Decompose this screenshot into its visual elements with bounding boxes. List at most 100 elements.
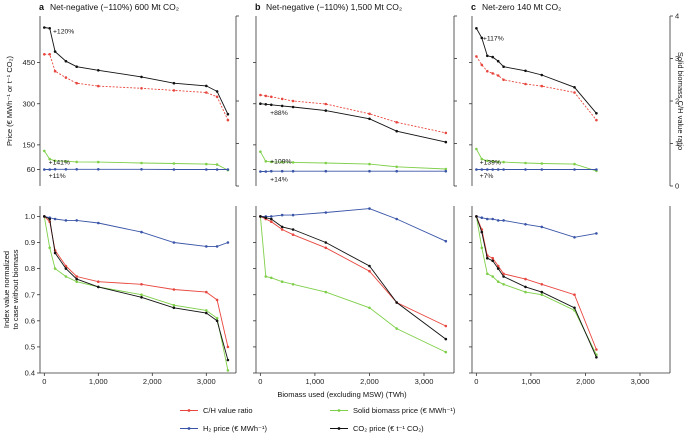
top-co2-point	[595, 112, 598, 115]
right-y-axis-title: Solid biomass C/H value ratio	[676, 52, 685, 150]
bottom-co2-point	[540, 290, 544, 294]
bottom-co2-point	[368, 264, 371, 268]
bottom-ch-line-a	[43, 216, 229, 348]
bottom-ch-point	[368, 269, 371, 273]
top-co2-point	[486, 54, 489, 58]
bottom-solid-point	[502, 283, 505, 286]
bottom-co2-point	[48, 217, 51, 221]
annotation: +14%	[270, 176, 288, 183]
bottom-solid-point	[444, 350, 448, 354]
legend-label-ch: C/H value ratio	[203, 406, 253, 415]
panel-letter-a: a	[39, 2, 45, 12]
bottom-co2-point	[172, 306, 176, 310]
bottom-solid-point	[270, 276, 273, 280]
top-h2-point	[291, 169, 295, 173]
bottom-solid-point	[215, 316, 219, 320]
bottom-ch-point	[172, 288, 176, 291]
top-co2-point	[502, 65, 505, 68]
legend-marker-h2	[187, 427, 191, 430]
bottom-co2-point	[573, 306, 576, 310]
bottom-ch-point	[140, 283, 143, 286]
top-ch-point	[64, 76, 68, 79]
top-solid-line-a	[43, 150, 229, 171]
top-ch-point	[573, 91, 576, 94]
bottom-ch-point	[491, 256, 495, 260]
top-h2-point	[540, 168, 544, 171]
bottom-co2-point	[524, 285, 527, 289]
legend-marker-solid	[337, 409, 341, 412]
bottom-h2-point	[395, 217, 399, 221]
top-h2-point	[324, 169, 328, 173]
top-ch-point	[75, 81, 78, 85]
bottom-co2-point	[43, 215, 46, 218]
bottom-solid-point	[172, 303, 176, 307]
top-h2-point	[280, 169, 284, 173]
series-layer	[43, 26, 598, 372]
bottom-solid-line-a	[43, 216, 229, 371]
bottom-h2-point	[540, 225, 544, 229]
top-solid-point	[140, 161, 143, 165]
top-ytick-label: 450	[22, 58, 35, 67]
top-h2-point	[502, 168, 505, 171]
top-ch-point	[205, 91, 208, 94]
bottom-h2-point	[324, 211, 328, 214]
bottom-solid-point	[491, 275, 495, 278]
bottom-co2-point	[486, 256, 489, 260]
bottom-h2-point	[97, 221, 100, 225]
top-solid-point	[280, 160, 284, 164]
bottom-solid-point	[64, 275, 68, 278]
bottom-h2-point	[368, 207, 371, 210]
bottom-ch-point	[444, 324, 448, 328]
top-co2-point	[444, 140, 448, 144]
bottom-solid-point	[75, 280, 78, 284]
top-co2-line-c	[476, 28, 597, 114]
top-co2-point	[540, 73, 544, 77]
bottom-h2-point	[270, 215, 273, 218]
bottom-co2-line-c	[475, 216, 597, 358]
top-solid-point	[53, 159, 57, 163]
bottom-ch-point	[64, 264, 68, 268]
top-co2-point	[491, 55, 495, 59]
bottom-co2-point	[395, 301, 399, 304]
top-ytick-label: 150	[22, 140, 35, 149]
top-solid-point	[48, 157, 51, 161]
bottom-h2-point	[496, 219, 500, 222]
top-co2-point	[480, 36, 484, 40]
right-ytick-label: 3	[675, 54, 679, 63]
top-co2-point	[573, 86, 576, 89]
xtick-label: 2,000	[143, 377, 162, 386]
top-ch-point	[215, 95, 219, 99]
bottom-ch-point	[280, 228, 284, 231]
top-h2-point	[573, 168, 576, 171]
top-solid-point	[205, 162, 208, 166]
bottom-ytick-label: 0.8	[25, 264, 35, 273]
bottom-solid-point	[486, 272, 489, 276]
top-h2-point	[64, 168, 68, 171]
top-solid-point	[259, 150, 262, 153]
top-co2-point	[205, 84, 208, 88]
top-solid-point	[270, 160, 273, 164]
bottom-h2-line-b	[260, 208, 446, 242]
xtick-label: 1,000	[522, 377, 541, 386]
bottom-ch-line-b	[260, 215, 446, 327]
bottom-co2-line-a	[44, 215, 229, 361]
bottom-h2-point	[291, 213, 295, 217]
top-co2-point	[140, 75, 143, 79]
top-h2-point	[444, 169, 448, 173]
right-ytick-label: 4	[675, 12, 679, 21]
top-ch-point	[595, 118, 598, 122]
top-solid-point	[573, 162, 576, 166]
bottom-ch-point	[324, 246, 328, 250]
bottom-h2-point	[64, 219, 68, 222]
top-ch-line-b	[260, 94, 446, 134]
panel-title-c: Net-zero 140 Mt CO₂	[482, 2, 561, 12]
top-co2-point	[75, 65, 78, 68]
bottom-ytick-label: 1.0	[25, 212, 35, 221]
top-solid-point	[264, 160, 268, 163]
bottom-ch-point	[270, 220, 273, 223]
bottom-co2-point	[264, 216, 268, 219]
bottom-co2-point	[97, 285, 100, 289]
top-ch-point	[280, 97, 284, 101]
top-ch-point	[48, 53, 51, 56]
